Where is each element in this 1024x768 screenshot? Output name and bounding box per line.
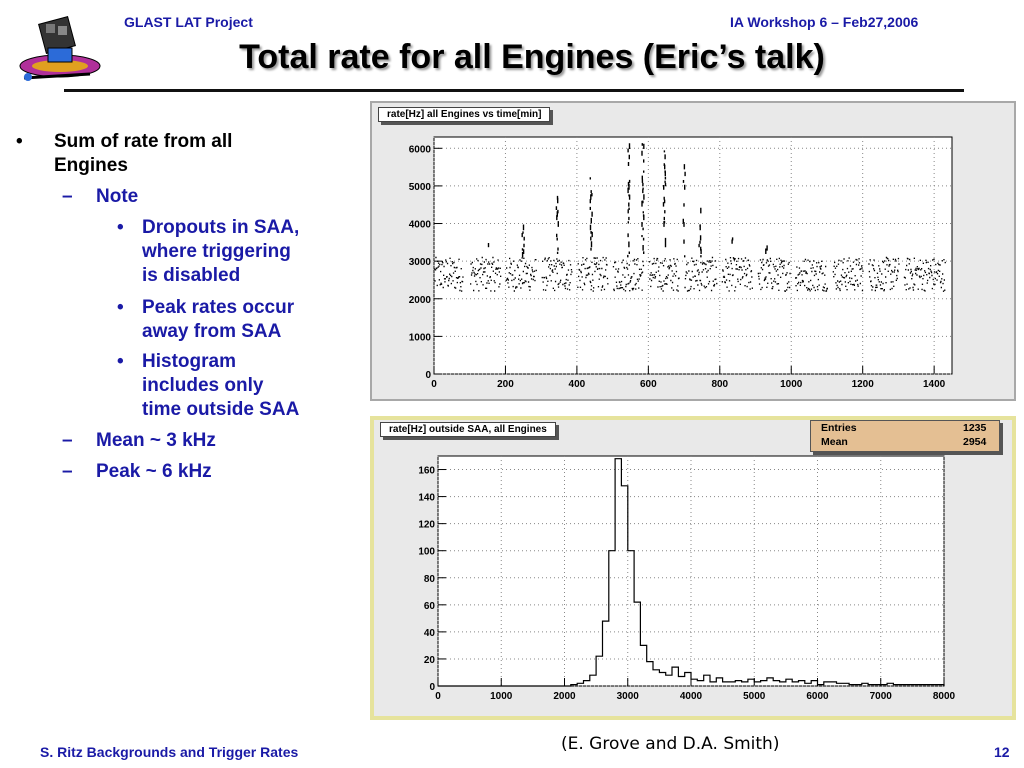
- x-tick-label: 1400: [923, 379, 946, 390]
- rate-peak-points: [662, 150, 667, 248]
- y-tick-label: 5000: [409, 182, 432, 193]
- y-tick-label: 100: [418, 547, 435, 558]
- y-tick-label: 0: [429, 682, 435, 693]
- plot-title: rate[Hz] outside SAA, all Engines: [380, 422, 556, 437]
- y-tick-label: 140: [418, 493, 435, 504]
- detail-text-line: Dropouts in SAA,: [142, 217, 300, 238]
- dash-marker: –: [62, 186, 73, 207]
- y-tick-label: 80: [424, 574, 436, 585]
- bullet-marker: •: [16, 131, 23, 152]
- rate-peak-points: [698, 207, 702, 258]
- rate-histogram-svg: 0 1000 2000 3000 4000 5000 6000 7000 8000 0 20 40 60…: [418, 455, 956, 702]
- y-tick-label: 0: [425, 370, 431, 381]
- x-tick-label: 5000: [743, 691, 766, 702]
- y-tick-label: 3000: [409, 257, 432, 268]
- x-tick-label: 1200: [852, 379, 875, 390]
- project-name: GLAST LAT Project: [124, 14, 253, 30]
- detail-text-line: where triggering: [142, 241, 291, 262]
- detail-text-line: Histogram: [142, 351, 236, 372]
- rate-peak-points: [765, 245, 768, 254]
- title-rule: [64, 89, 964, 92]
- rate-peak-points: [682, 164, 686, 258]
- footer-author: S. Ritz Backgrounds and Trigger Rates: [40, 744, 299, 760]
- bullet-marker: •: [117, 217, 124, 238]
- bullet-text-line1: Sum of rate from all: [54, 131, 233, 152]
- x-tick-label: 800: [711, 379, 728, 390]
- rate-vs-time-svg: 0 200 400 600 800 1000 1200 1400 0 1000 2000 3000 40…: [409, 136, 953, 390]
- detail-text-line: away from SAA: [142, 321, 282, 342]
- rate-vs-time-plot: 0 200 400 600 800 1000 1200 1400 0 1000 2000 3000 40…: [370, 101, 1016, 401]
- x-tick-label: 3000: [617, 691, 640, 702]
- plot-title: rate[Hz] all Engines vs time[min]: [378, 107, 551, 122]
- dash-marker: –: [62, 430, 73, 451]
- mean-text: Mean ~ 3 kHz: [96, 430, 216, 451]
- x-tick-label: 1000: [780, 379, 803, 390]
- y-tick-label: 20: [424, 655, 436, 666]
- plot-area: [433, 136, 953, 375]
- mean-label: Mean: [821, 436, 848, 448]
- mean-value: 2954: [963, 436, 987, 448]
- y-tick-label: 40: [424, 628, 436, 639]
- detail-text-line: is disabled: [142, 265, 241, 286]
- y-tick-label: 4000: [409, 220, 432, 231]
- x-tick-label: 1000: [490, 691, 513, 702]
- x-tick-label: 4000: [680, 691, 703, 702]
- rate-peak-points: [521, 224, 525, 258]
- plot-area: [437, 455, 945, 687]
- x-tick-label: 0: [431, 379, 437, 390]
- stats-box: Entries 1235 Mean 2954: [810, 420, 1000, 452]
- workshop-date: IA Workshop 6 – Feb27,2006: [730, 14, 919, 30]
- rate-histogram-plot: 0 1000 2000 3000 4000 5000 6000 7000 8000 0 20 40 60…: [370, 416, 1016, 720]
- histogram-outline: [438, 458, 945, 687]
- x-tick-label: 600: [640, 379, 657, 390]
- dash-marker: –: [62, 461, 73, 482]
- detail-text-line: includes only: [142, 375, 264, 396]
- peak-text: Peak ~ 6 kHz: [96, 461, 212, 482]
- y-tick-label: 60: [424, 601, 436, 612]
- entries-label: Entries: [821, 422, 857, 434]
- y-tick-label: 1000: [409, 332, 432, 343]
- x-tick-label: 0: [435, 691, 441, 702]
- page-number: 12: [994, 744, 1010, 760]
- credit-text: (E. Grove and D.A. Smith): [561, 734, 780, 754]
- note-text: Note: [96, 186, 139, 207]
- detail-text-line: Peak rates occur: [142, 297, 295, 318]
- slide-title: Total rate for all Engines (Eric’s talk): [239, 38, 825, 76]
- rate-peak-points: [555, 195, 559, 254]
- x-tick-label: 6000: [806, 691, 829, 702]
- rate-peak-points: [731, 237, 734, 244]
- entries-value: 1235: [963, 422, 987, 434]
- x-tick-label: 7000: [870, 691, 893, 702]
- x-tick-label: 8000: [933, 691, 956, 702]
- rate-data-points: [434, 256, 946, 292]
- bullet-marker: •: [117, 351, 124, 372]
- glast-logo-icon: [19, 16, 101, 81]
- bullet-text-line2: Engines: [54, 155, 128, 176]
- rate-peak-points: [589, 177, 593, 251]
- x-tick-label: 2000: [553, 691, 576, 702]
- y-tick-label: 6000: [409, 144, 432, 155]
- rate-peak-points: [627, 143, 631, 258]
- detail-text-line: time outside SAA: [142, 399, 300, 420]
- y-tick-label: 120: [418, 520, 435, 531]
- x-tick-label: 200: [497, 379, 514, 390]
- y-tick-label: 2000: [409, 295, 432, 306]
- y-tick-label: 160: [418, 466, 435, 477]
- rate-peak-points: [641, 143, 645, 254]
- x-tick-label: 400: [569, 379, 586, 390]
- bullet-marker: •: [117, 297, 124, 318]
